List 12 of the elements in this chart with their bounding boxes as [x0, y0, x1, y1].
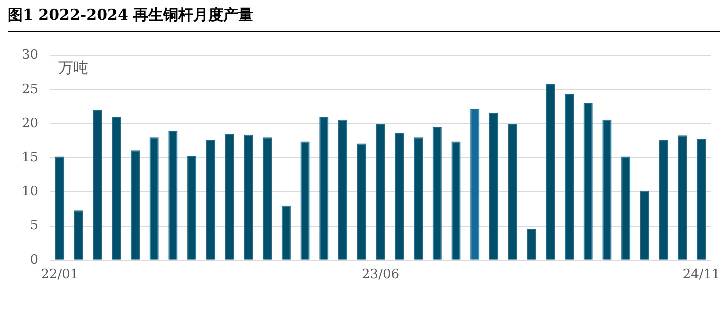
- y-tick-label: 30: [22, 48, 39, 64]
- x-tick-label: 22/01: [41, 268, 79, 283]
- y-tick-label: 20: [22, 116, 39, 132]
- y-tick-label: 5: [30, 218, 39, 234]
- chart-title: 图1 2022-2024 再生铜杆月度产量: [8, 6, 720, 32]
- y-tick-label: 0: [30, 252, 39, 268]
- y-tick-label: 15: [22, 150, 39, 166]
- x-tick-label: 24/11: [682, 268, 720, 283]
- y-tick-label: 10: [22, 184, 39, 200]
- y-axis-title: 万吨: [58, 59, 89, 78]
- y-tick-label: 25: [22, 82, 39, 98]
- x-tick-label: 23/06: [362, 268, 400, 283]
